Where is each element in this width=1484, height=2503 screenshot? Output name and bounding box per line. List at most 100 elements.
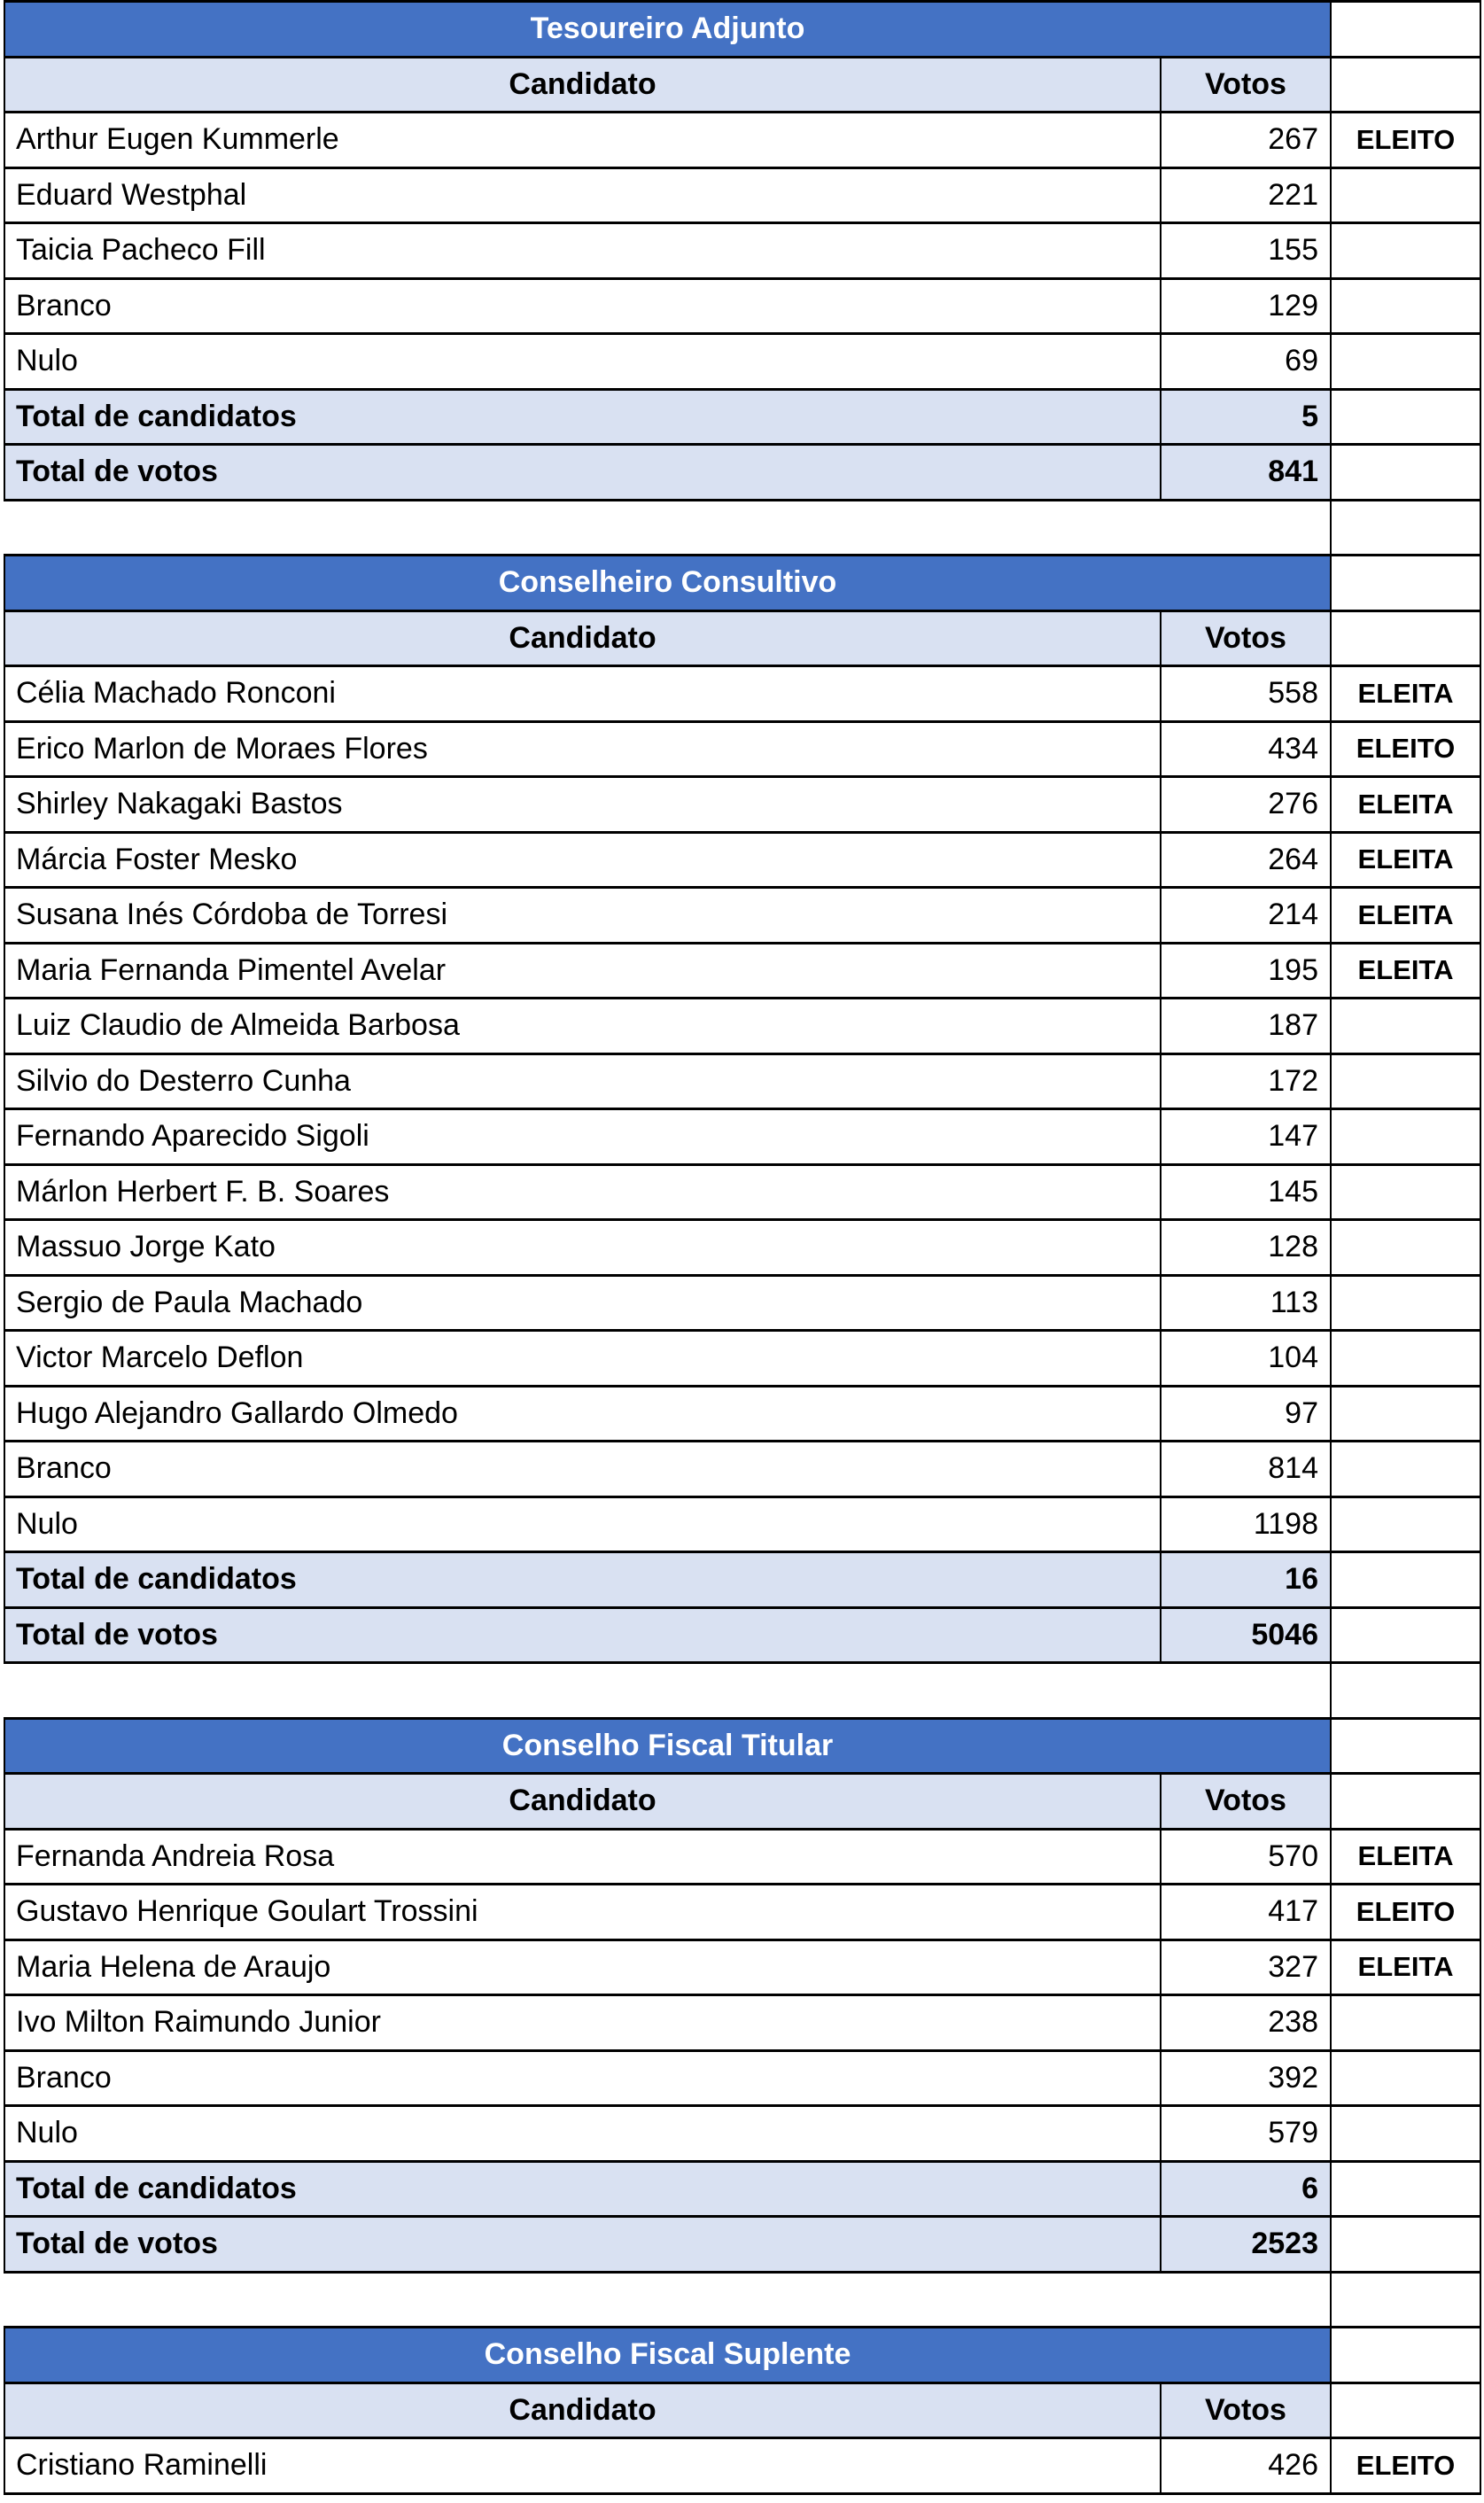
candidate-row: Branco 129 [4,276,1481,335]
vote-count: 69 [1160,332,1332,391]
vote-count: 434 [1160,719,1332,778]
candidate-name: Maria Fernanda Pimentel Avelar [4,941,1162,999]
vote-count: 214 [1160,886,1332,944]
elected-status [1330,222,1481,280]
total-row: Total de candidatos 6 [4,2159,1481,2218]
total-label: Total de votos [4,1605,1162,1664]
header-side-cell [1330,2381,1481,2439]
spacer-side-cell [1330,1661,1481,1720]
candidate-name: Nulo [4,2104,1162,2163]
elected-status: ELEITA [1330,1938,1481,1996]
vote-count: 267 [1160,111,1332,169]
column-header-candidato: Candidato [4,55,1162,113]
elected-status [1330,1052,1481,1110]
candidate-row: Branco 814 [4,1440,1481,1498]
candidate-row: Gustavo Henrique Goulart Trossini 417 ELEI… [4,1883,1481,1941]
section-title: Tesoureiro Adjunto [4,0,1332,58]
elected-status [1330,2048,1481,2107]
header-side-cell [1330,55,1481,113]
total-side-cell [1330,387,1481,446]
elected-status [1330,1218,1481,1277]
total-label: Total de candidatos [4,387,1162,446]
elected-status: ELEITA [1330,665,1481,723]
candidate-row: Fernanda Andreia Rosa 570 ELEITA [4,1827,1481,1885]
column-header-row: Candidato Votos [4,609,1481,667]
candidate-name: Hugo Alejandro Gallardo Olmedo [4,1384,1162,1442]
elected-status: ELEITA [1330,941,1481,999]
title-side-cell [1330,554,1481,612]
vote-count: 570 [1160,1827,1332,1885]
elected-status: ELEITO [1330,111,1481,169]
spacer-cell [4,498,1331,556]
vote-count: 558 [1160,665,1332,723]
candidate-name: Silvio do Desterro Cunha [4,1052,1162,1110]
elected-status: ELEITA [1330,1827,1481,1885]
candidate-row: Cristiano Raminelli 426 ELEITO [4,2437,1481,2495]
section-title: Conselho Fiscal Titular [4,1716,1332,1775]
section-title-row: Conselheiro Consultivo [4,554,1481,612]
elected-status [1330,997,1481,1055]
candidate-name: Shirley Nakagaki Bastos [4,775,1162,834]
candidate-row: Sergio de Paula Machado 113 [4,1273,1481,1332]
candidate-name: Branco [4,276,1162,335]
candidate-name: Célia Machado Ronconi [4,665,1162,723]
candidate-name: Massuo Jorge Kato [4,1218,1162,1277]
vote-count: 104 [1160,1329,1332,1388]
results-table-body: Tesoureiro Adjunto Candidato Votos Arthur E… [4,0,1481,2495]
total-label: Total de votos [4,443,1162,501]
spacer-cell [4,2270,1331,2328]
vote-count: 195 [1160,941,1332,999]
vote-count: 579 [1160,2104,1332,2163]
vote-count: 128 [1160,1218,1332,1277]
section-spacer-row [4,2270,1481,2328]
title-side-cell [1330,0,1481,58]
elected-status [1330,1384,1481,1442]
vote-count: 276 [1160,775,1332,834]
candidate-name: Taicia Pacheco Fill [4,222,1162,280]
candidate-name: Nulo [4,332,1162,391]
vote-count: 97 [1160,1384,1332,1442]
total-label: Total de votos [4,2215,1162,2274]
candidate-row: Branco 392 [4,2048,1481,2107]
candidate-name: Luiz Claudio de Almeida Barbosa [4,997,1162,1055]
vote-count: 238 [1160,1994,1332,2052]
candidate-row: Ivo Milton Raimundo Junior 238 [4,1994,1481,2052]
results-table: Tesoureiro Adjunto Candidato Votos Arthur E… [4,0,1481,2495]
total-side-cell [1330,2215,1481,2274]
elected-status: ELEITA [1330,886,1481,944]
header-side-cell [1330,609,1481,667]
section-title-row: Conselho Fiscal Titular [4,1716,1481,1775]
spacer-side-cell [1330,2270,1481,2328]
vote-count: 145 [1160,1162,1332,1221]
candidate-row: Márlon Herbert F. B. Soares 145 [4,1162,1481,1221]
total-value: 841 [1160,443,1332,501]
column-header-votos: Votos [1160,1772,1332,1831]
column-header-candidato: Candidato [4,609,1162,667]
spacer-side-cell [1330,498,1481,556]
candidate-row: Maria Fernanda Pimentel Avelar 195 ELEITA [4,941,1481,999]
candidate-row: Erico Marlon de Moraes Flores 434 ELEITO [4,719,1481,778]
elected-status [1330,1108,1481,1166]
candidate-name: Sergio de Paula Machado [4,1273,1162,1332]
total-row: Total de votos 5046 [4,1605,1481,1664]
column-header-row: Candidato Votos [4,1772,1481,1831]
candidate-name: Susana Inés Córdoba de Torresi [4,886,1162,944]
total-row: Total de candidatos 16 [4,1551,1481,1609]
vote-count: 155 [1160,222,1332,280]
candidate-row: Nulo 69 [4,332,1481,391]
candidate-row: Silvio do Desterro Cunha 172 [4,1052,1481,1110]
candidate-row: Susana Inés Córdoba de Torresi 214 ELEITA [4,886,1481,944]
candidate-row: Eduard Westphal 221 [4,166,1481,224]
candidate-row: Taicia Pacheco Fill 155 [4,222,1481,280]
candidate-name: Maria Helena de Araujo [4,1938,1162,1996]
candidate-name: Branco [4,1440,1162,1498]
total-row: Total de votos 841 [4,443,1481,501]
total-row: Total de candidatos 5 [4,387,1481,446]
section-title-row: Conselho Fiscal Suplente [4,2326,1481,2384]
total-side-cell [1330,1605,1481,1664]
total-label: Total de candidatos [4,1551,1162,1609]
column-header-votos: Votos [1160,2381,1332,2439]
candidate-row: Márcia Foster Mesko 264 ELEITA [4,830,1481,889]
candidate-row: Maria Helena de Araujo 327 ELEITA [4,1938,1481,1996]
